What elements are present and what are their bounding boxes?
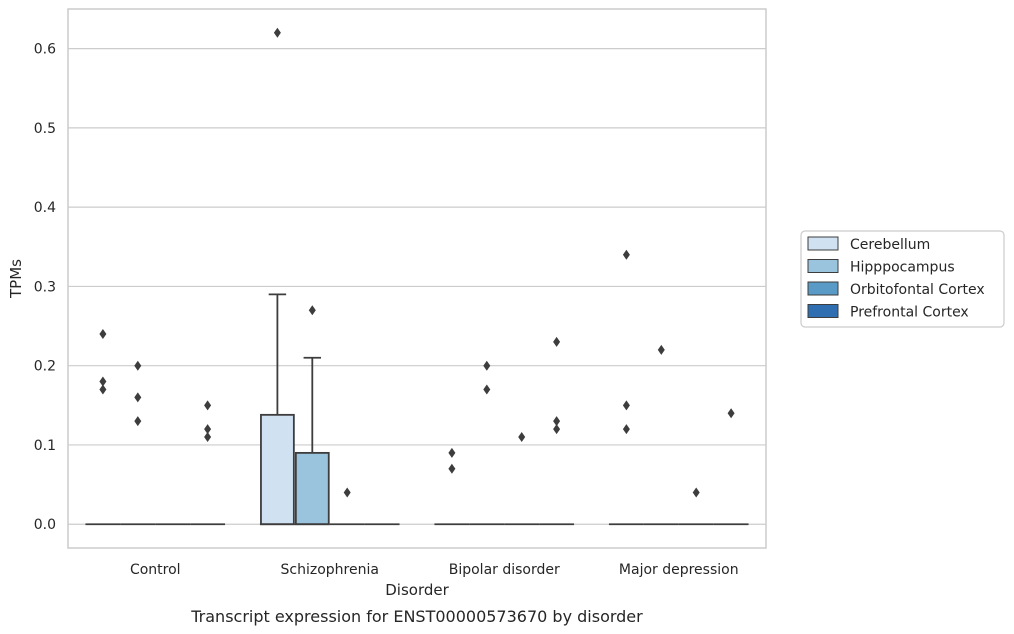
- box-0-0: [85, 328, 121, 526]
- outlier-point: [99, 328, 107, 339]
- outlier-point: [204, 424, 212, 435]
- x-axis-label: Disorder: [385, 581, 449, 599]
- box-2-1: [469, 360, 505, 526]
- legend-frame: [800, 230, 1005, 328]
- outlier-point: [134, 360, 142, 371]
- box-3-0: [608, 249, 644, 526]
- box-body: [294, 451, 330, 526]
- outlier-point: [622, 424, 630, 435]
- legend-label: Prefrontal Cortex: [850, 305, 969, 321]
- outlier-point: [134, 416, 142, 427]
- y-axis-label: TPMs: [7, 259, 25, 299]
- box-2-3: [539, 336, 575, 526]
- outlier-point: [518, 432, 526, 443]
- outlier-point: [448, 463, 456, 474]
- outlier-point: [483, 360, 491, 371]
- chart-caption: Transcript expression for ENST0000057367…: [190, 607, 643, 626]
- box-3-1: [643, 344, 679, 526]
- legend-swatch: [807, 304, 839, 318]
- outlier-point: [553, 424, 561, 435]
- outlier-point: [553, 336, 561, 347]
- y-tick-label: 0.4: [34, 200, 56, 216]
- outlier-point: [622, 400, 630, 411]
- plot-area: [85, 27, 749, 526]
- box-3-2: [678, 487, 714, 526]
- outlier-point: [622, 249, 630, 260]
- outlier-point: [134, 392, 142, 403]
- box-0-1: [120, 360, 156, 526]
- box-2-2: [504, 432, 540, 526]
- outlier-point: [657, 344, 665, 355]
- y-tick-label: 0.3: [34, 279, 56, 295]
- y-tick-label: 0.5: [34, 121, 56, 137]
- outlier-point: [553, 416, 561, 427]
- x-tick-label: Schizophrenia: [281, 562, 379, 578]
- box-0-3: [190, 400, 226, 526]
- plot-frame: [67, 8, 767, 549]
- legend-swatch: [807, 236, 839, 251]
- box-body: [260, 413, 295, 526]
- outlier-point: [692, 487, 700, 498]
- outlier-point: [99, 376, 107, 387]
- outlier-point: [99, 384, 107, 395]
- outlier-point: [343, 487, 351, 498]
- y-tick-label: 0.6: [34, 42, 56, 58]
- outlier-point: [273, 27, 281, 38]
- outlier-point: [483, 384, 491, 395]
- x-axis-ticks: Control Schizophrenia Bipolar disorder Majo…: [130, 562, 739, 578]
- box-1-1: [294, 305, 330, 526]
- legend-swatch: [807, 259, 839, 273]
- y-tick-label: 0.0: [34, 517, 56, 533]
- x-tick-label: Control: [130, 562, 181, 578]
- legend: Cerebellum Hipppocampus Orbitofontal Corte…: [800, 230, 1005, 328]
- legend-swatch: [807, 281, 839, 296]
- x-tick-label: Bipolar disorder: [449, 562, 560, 578]
- outlier-point: [308, 305, 316, 316]
- outlier-point: [204, 400, 212, 411]
- y-axis-ticks: 0.0 0.1 0.2 0.3 0.4 0.5 0.6: [34, 42, 56, 534]
- y-tick-label: 0.1: [34, 438, 56, 454]
- box-2-0: [434, 447, 470, 526]
- legend-label: Orbitofontal Cortex: [850, 282, 985, 298]
- x-tick-label: Major depression: [619, 562, 739, 578]
- legend-label: Cerebellum: [850, 237, 930, 253]
- box-1-0: [259, 27, 295, 526]
- box-1-2: [329, 487, 365, 526]
- box-3-3: [713, 408, 749, 526]
- legend-label: Hipppocampus: [850, 260, 955, 276]
- outlier-point: [204, 432, 212, 443]
- outlier-point: [448, 447, 456, 458]
- outlier-point: [727, 408, 735, 419]
- grid-lines: [68, 48, 766, 525]
- y-tick-label: 0.2: [34, 359, 56, 375]
